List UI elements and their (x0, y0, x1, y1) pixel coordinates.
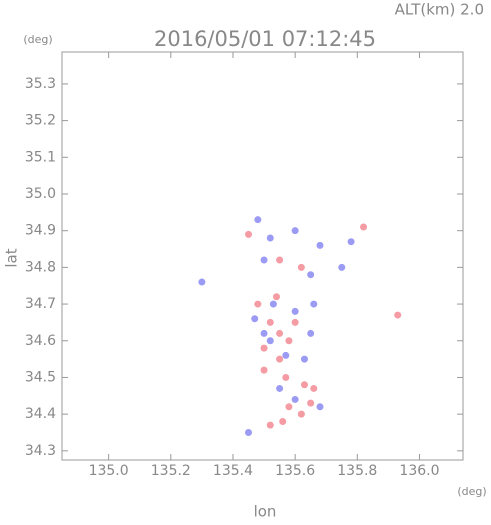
x-tick-label: 135.6 (275, 463, 315, 479)
point (279, 417, 287, 425)
point (245, 428, 253, 436)
point (260, 344, 268, 352)
point (316, 241, 324, 249)
point (260, 329, 268, 337)
y-tick-label: 34.9 (25, 223, 56, 239)
point (307, 399, 315, 407)
x-tick-label: 136.0 (399, 463, 439, 479)
y-tick-label: 34.6 (25, 333, 56, 349)
point (266, 234, 274, 242)
point (338, 263, 346, 271)
chart-title: 2016/05/01 07:12:45 (154, 27, 376, 51)
y-axis-label: lat (3, 248, 21, 267)
point (260, 256, 268, 264)
point (269, 300, 277, 308)
point (310, 384, 318, 392)
point (251, 315, 259, 323)
point (254, 216, 262, 224)
point (254, 300, 262, 308)
point (300, 355, 308, 363)
point (347, 238, 355, 246)
point (260, 366, 268, 374)
plot-frame (61, 51, 464, 461)
y-tick-label: 34.5 (25, 369, 56, 385)
point (266, 337, 274, 345)
chart-subtitle: ALT(km) 2.0 (395, 1, 484, 19)
point (297, 410, 305, 418)
point (297, 263, 305, 271)
y-unit: (deg) (23, 33, 52, 46)
y-tick-label: 35.0 (25, 186, 56, 202)
point (276, 256, 284, 264)
point (300, 381, 308, 389)
point (282, 373, 290, 381)
x-unit: (deg) (457, 485, 486, 498)
point (291, 395, 299, 403)
y-tick-label: 34.3 (25, 443, 56, 459)
x-tick-label: 135.0 (89, 463, 129, 479)
point (291, 227, 299, 235)
x-tick-label: 135.8 (337, 463, 377, 479)
point (291, 307, 299, 315)
point (360, 223, 368, 231)
point (394, 311, 402, 319)
point (310, 300, 318, 308)
y-tick-label: 35.1 (25, 149, 56, 165)
y-tick-label: 35.3 (25, 76, 56, 92)
point (282, 351, 290, 359)
point (291, 318, 299, 326)
x-axis-label: lon (254, 503, 277, 521)
point (245, 230, 253, 238)
y-tick-label: 34.4 (25, 406, 56, 422)
point (276, 384, 284, 392)
y-tick-label: 34.8 (25, 259, 56, 275)
point (316, 403, 324, 411)
point (285, 337, 293, 345)
y-tick-label: 35.2 (25, 113, 56, 129)
x-tick-label: 135.4 (213, 463, 253, 479)
x-tick-label: 135.2 (151, 463, 191, 479)
point (307, 271, 315, 279)
y-tick-label: 34.7 (25, 296, 56, 312)
point (272, 293, 280, 301)
point (266, 318, 274, 326)
point (276, 329, 284, 337)
point (285, 403, 293, 411)
point (276, 355, 284, 363)
point (266, 421, 274, 429)
point (198, 278, 206, 286)
point (307, 329, 315, 337)
